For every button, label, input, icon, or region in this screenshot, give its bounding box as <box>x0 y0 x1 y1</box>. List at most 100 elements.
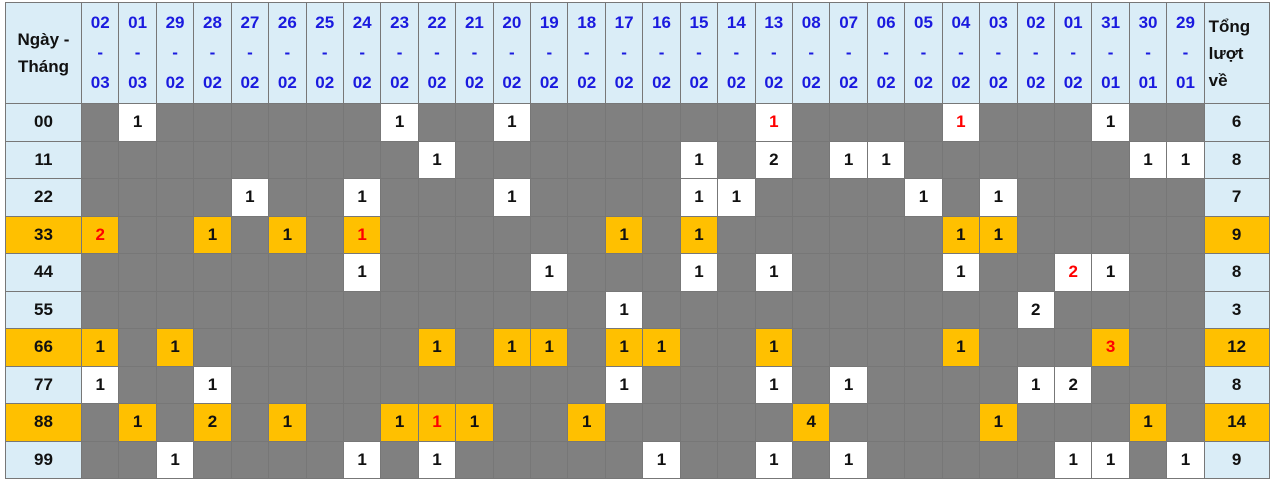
empty-cell <box>717 365 756 404</box>
count-cell: 1 <box>380 103 419 142</box>
count-cell: 1 <box>155 440 195 479</box>
empty-cell <box>567 290 606 329</box>
empty-cell <box>193 328 232 367</box>
count-cell: 1 <box>642 328 681 367</box>
count-cell: 1 <box>118 103 157 142</box>
count-cell: 1 <box>380 403 419 442</box>
count-cell: 1 <box>1091 253 1130 292</box>
empty-cell <box>380 440 419 479</box>
empty-cell <box>455 328 494 367</box>
empty-cell <box>193 178 232 217</box>
count-cell: 1 <box>155 328 195 367</box>
row-total: 14 <box>1203 403 1270 442</box>
empty-cell <box>979 103 1018 142</box>
count-cell: 1 <box>941 253 981 292</box>
empty-cell <box>305 253 344 292</box>
date-month: 02 <box>427 73 447 92</box>
date-day: 22 <box>427 13 447 32</box>
empty-cell <box>193 440 232 479</box>
empty-cell <box>941 365 981 404</box>
date-label-header: Ngày - Tháng <box>5 2 82 104</box>
empty-cell <box>604 403 644 442</box>
empty-cell <box>754 178 794 217</box>
empty-cell <box>1091 290 1130 329</box>
count-cell: 1 <box>754 440 794 479</box>
count-cell: 1 <box>567 403 606 442</box>
empty-cell <box>866 253 906 292</box>
count-cell: 1 <box>118 403 157 442</box>
count-cell: 1 <box>979 403 1018 442</box>
empty-cell <box>567 140 606 179</box>
count-cell: 1 <box>1091 103 1130 142</box>
empty-cell <box>829 290 868 329</box>
empty-cell <box>455 140 494 179</box>
empty-cell <box>604 140 644 179</box>
empty-cell <box>792 215 831 254</box>
total-line2: lượt <box>1208 43 1244 63</box>
empty-cell <box>155 290 195 329</box>
empty-cell <box>305 140 344 179</box>
empty-cell <box>1091 215 1130 254</box>
empty-cell <box>1091 403 1130 442</box>
empty-cell <box>230 403 270 442</box>
row-total: 8 <box>1203 253 1270 292</box>
count-cell: 1 <box>492 103 532 142</box>
table-row: 99 1 1 1 1 1 1 1 1 1 9 <box>5 440 1270 479</box>
empty-cell <box>1128 365 1168 404</box>
empty-cell <box>530 290 569 329</box>
date-column-header: 16-02 <box>642 2 681 104</box>
empty-cell <box>80 440 120 479</box>
count-cell: 1 <box>1091 440 1130 479</box>
empty-cell <box>380 365 419 404</box>
empty-cell <box>1166 328 1205 367</box>
empty-cell <box>792 440 831 479</box>
empty-cell <box>717 440 756 479</box>
empty-cell <box>380 328 419 367</box>
date-column-header: 27-02 <box>230 2 270 104</box>
header-row: Ngày - Tháng 02-03 01-03 29-02 28-02 27-02 26… <box>5 2 1270 104</box>
empty-cell <box>455 290 494 329</box>
empty-cell <box>417 103 457 142</box>
empty-cell <box>492 403 532 442</box>
date-month: 02 <box>876 73 896 92</box>
empty-cell <box>530 365 569 404</box>
date-day: 23 <box>390 13 410 32</box>
date-month: 03 <box>90 73 110 92</box>
count-cell: 1 <box>1016 365 1055 404</box>
empty-cell <box>230 253 270 292</box>
count-cell: 1 <box>417 440 457 479</box>
count-cell: 1 <box>979 215 1018 254</box>
empty-cell <box>904 403 943 442</box>
count-cell: 1 <box>717 178 756 217</box>
empty-cell <box>305 103 344 142</box>
count-cell: 1 <box>604 215 644 254</box>
empty-cell <box>904 440 943 479</box>
empty-cell <box>792 290 831 329</box>
date-column-header: 01-02 <box>1053 2 1093 104</box>
empty-cell <box>492 253 532 292</box>
empty-cell <box>979 440 1018 479</box>
row-number: 00 <box>5 103 82 142</box>
empty-cell <box>979 365 1018 404</box>
date-month: 02 <box>277 73 297 92</box>
empty-cell <box>604 253 644 292</box>
empty-cell <box>866 178 906 217</box>
empty-cell <box>530 440 569 479</box>
empty-cell <box>866 440 906 479</box>
empty-cell <box>904 328 943 367</box>
date-day: 07 <box>839 13 859 32</box>
count-cell: 1 <box>604 328 644 367</box>
date-day: 29 <box>1175 13 1195 32</box>
date-month: 02 <box>502 73 522 92</box>
empty-cell <box>1128 290 1168 329</box>
empty-cell <box>380 140 419 179</box>
count-cell: 1 <box>230 178 270 217</box>
row-number: 11 <box>5 140 82 179</box>
empty-cell <box>642 365 681 404</box>
empty-cell <box>604 103 644 142</box>
date-column-header: 02-03 <box>80 2 120 104</box>
date-month: 02 <box>988 73 1008 92</box>
date-day: 26 <box>277 13 297 32</box>
count-cell: 1 <box>342 178 382 217</box>
empty-cell <box>118 290 157 329</box>
